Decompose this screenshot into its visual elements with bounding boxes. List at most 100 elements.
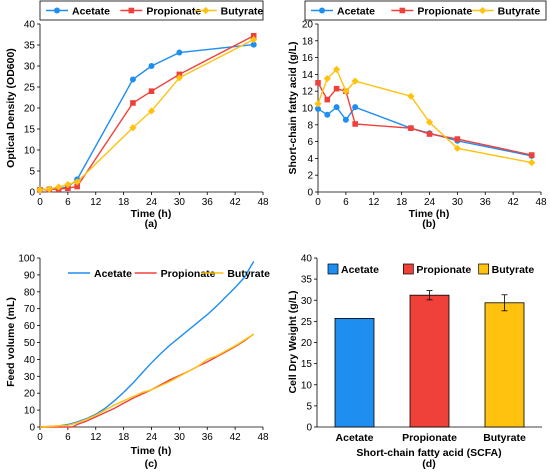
legend-label-butyrate: Butyrate: [227, 268, 270, 280]
y-tick-label: 20: [301, 338, 313, 349]
x-tick-label: 48: [257, 432, 269, 443]
panel-caption: (a): [145, 218, 158, 230]
x-tick-label: 24: [146, 197, 158, 208]
y-tick-label: 30: [24, 372, 36, 383]
y-tick-label: 80: [24, 287, 36, 298]
data-point-butyrate: [323, 75, 331, 83]
x-tick-label: 6: [65, 197, 71, 208]
x-tick-label: 42: [230, 432, 242, 443]
bar-acetate: [334, 318, 375, 428]
legend-box: [39, 0, 264, 21]
y-tick-label: 20: [24, 389, 36, 400]
y-tick-label: 6: [307, 137, 313, 148]
category-label: Butyrate: [483, 432, 526, 444]
data-point-butyrate: [528, 159, 536, 167]
x-tick-label: 12: [90, 197, 102, 208]
y-tick-label: 20: [302, 20, 314, 31]
series-line-butyrate: [39, 333, 255, 428]
y-tick-label: 4: [307, 154, 313, 165]
data-point-propionate: [408, 125, 414, 131]
data-point-acetate: [129, 76, 136, 83]
data-point-propionate: [148, 88, 155, 94]
y-tick-label: 35: [301, 275, 313, 286]
x-tick-label: 30: [174, 197, 186, 208]
y-tick-label: 8: [307, 120, 313, 131]
x-tick-label: 36: [202, 432, 214, 443]
x-axis-title: Time (h): [131, 208, 172, 220]
series-line-propionate: [40, 333, 255, 428]
data-point-butyrate: [45, 185, 53, 193]
data-point-acetate: [342, 116, 349, 123]
chart-c: 0 10 20 30 40 50 60 70 80 90 100 0 6 12 18 24 30 36 42 48 Ac…: [5, 254, 270, 471]
data-point-propionate: [130, 100, 136, 106]
legend: Acetate Propionate Butyrate: [39, 0, 264, 21]
y-tick-label: 12: [302, 87, 314, 98]
y-tick-label: 40: [24, 20, 36, 31]
y-tick-label: 15: [301, 359, 313, 370]
y-tick-label: 70: [24, 304, 36, 315]
data-point-acetate: [315, 105, 321, 112]
legend-label-butyrate: Butyrate: [221, 6, 264, 18]
x-tick-label: 18: [118, 197, 130, 208]
data-point-acetate: [352, 104, 359, 111]
x-axis-title: Time (h): [409, 208, 450, 220]
data-point-acetate: [176, 49, 183, 56]
y-tick-label: 2: [307, 171, 313, 182]
x-tick-label: 24: [424, 197, 436, 208]
x-tick-label: 0: [37, 197, 43, 208]
x-axis-title: Short-chain fatty acid (SCFA): [356, 447, 501, 459]
legend-label-acetate: Acetate: [94, 268, 132, 280]
data-point-butyrate: [175, 74, 183, 82]
y-tick-label: 14: [302, 70, 314, 81]
data-point-acetate: [324, 111, 331, 118]
y-axis-title: Short-chain fatty acid (g/L): [287, 41, 299, 174]
legend-label-butyrate: Butyrate: [492, 264, 535, 276]
legend: Acetate Propionate Butyrate: [68, 268, 270, 280]
data-point-butyrate: [129, 124, 137, 132]
x-tick-label: 30: [174, 432, 186, 443]
legend-marker-propionate: [128, 7, 135, 14]
data-point-butyrate: [332, 65, 341, 73]
y-tick-label: 60: [24, 321, 36, 332]
x-tick-label: 12: [90, 432, 102, 443]
data-point-acetate: [250, 41, 257, 48]
panel-caption: (b): [422, 218, 435, 230]
data-point-propionate: [352, 121, 358, 127]
data-point-butyrate: [351, 77, 359, 85]
legend-label-propionate: Propionate: [417, 6, 472, 18]
series-line-butyrate: [39, 38, 255, 191]
legend-marker-propionate: [399, 7, 406, 14]
legend-marker-butyrate: [202, 6, 210, 15]
data-point-butyrate: [73, 178, 81, 186]
legend-box: [304, 0, 547, 21]
y-tick-label: 5: [306, 401, 312, 412]
legend-marker-acetate: [319, 7, 325, 14]
chart-d: 0 5 10 15 20 25 30 35 40 Acetate Propionate Butyrat…: [287, 254, 542, 470]
legend-swatch-propionate: [402, 263, 414, 275]
x-tick-label: 48: [257, 197, 269, 208]
legend-label-acetate: Acetate: [341, 264, 379, 276]
legend-label-propionate: Propionate: [161, 268, 216, 280]
x-tick-label: 0: [37, 432, 43, 443]
y-tick-label: 10: [302, 104, 314, 115]
x-tick-label: 36: [202, 197, 214, 208]
data-point-propionate: [65, 185, 71, 192]
x-tick-label: 6: [65, 432, 71, 443]
legend: Acetate Propionate Butyrate: [304, 0, 547, 21]
series-line-acetate: [39, 261, 255, 428]
y-tick-label: 16: [302, 53, 314, 64]
y-tick-label: 30: [24, 62, 36, 73]
y-tick-label: 5: [29, 167, 35, 178]
legend-label-propionate: Propionate: [416, 264, 471, 276]
data-point-propionate: [324, 96, 331, 103]
legend-swatch-butyrate: [478, 263, 490, 275]
x-tick-label: 18: [396, 197, 408, 208]
category-label: Acetate: [336, 432, 374, 444]
legend-label-butyrate: Butyrate: [498, 6, 541, 18]
data-point-propionate: [250, 32, 257, 39]
y-tick-label: 0: [306, 423, 312, 434]
legend-label-acetate: Acetate: [72, 6, 110, 18]
y-tick-label: 25: [301, 317, 313, 328]
panel-caption: (d): [422, 458, 435, 470]
